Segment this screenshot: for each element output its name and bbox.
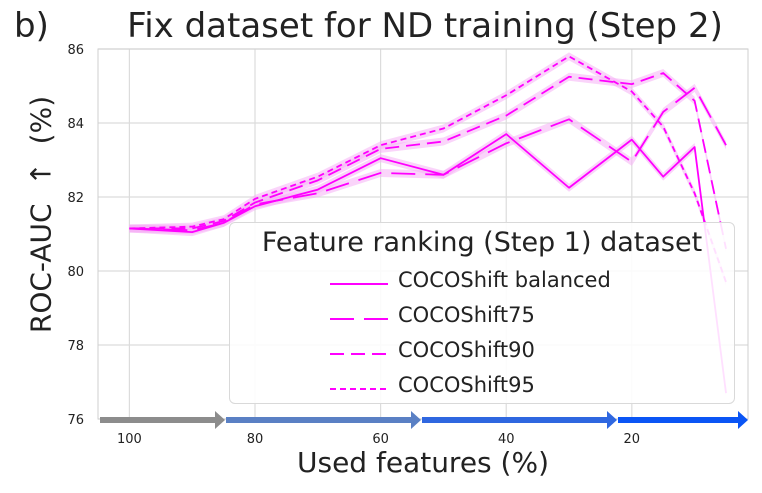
legend-swatch-longdash xyxy=(330,318,388,320)
arrow-head-1 xyxy=(411,411,421,429)
x-tick-label: 40 xyxy=(498,432,515,447)
legend-swatch-solid xyxy=(330,283,388,285)
confidence-band-1 xyxy=(129,83,727,235)
x-axis-label: Used features (%) xyxy=(296,446,549,479)
series-line-1 xyxy=(129,86,727,232)
y-tick-label: 78 xyxy=(67,339,84,354)
legend-label: COCOShift balanced xyxy=(398,268,611,292)
legend-swatch-shortdash xyxy=(330,388,388,390)
legend-swatch-dash xyxy=(330,353,388,355)
legend-label: COCOShift95 xyxy=(398,373,535,397)
arrow-head-2 xyxy=(607,411,617,429)
tick-labels: 100 80 60 40 20 76 78 80 82 84 86 xyxy=(67,43,640,447)
chart-title: Fix dataset for ND training (Step 2) xyxy=(127,6,723,46)
legend-label: COCOShift90 xyxy=(398,338,535,362)
y-tick-label: 82 xyxy=(67,191,84,206)
y-axis-label: ROC-AUC ↑ (%) xyxy=(24,95,58,334)
feature-progress-arrows xyxy=(100,411,748,429)
y-tick-label: 86 xyxy=(67,43,84,58)
x-tick-label: 80 xyxy=(247,432,264,447)
y-tick-label: 84 xyxy=(67,117,84,132)
arrow-head-0 xyxy=(215,411,225,429)
series-lines xyxy=(129,55,727,394)
x-tick-label: 60 xyxy=(372,432,389,447)
panel-label: b) xyxy=(14,6,49,46)
confidence-bands xyxy=(129,52,727,398)
x-tick-label: 20 xyxy=(624,432,641,447)
legend-title: Feature ranking (Step 1) dataset xyxy=(261,227,703,258)
y-tick-label: 76 xyxy=(67,413,84,428)
arrow-head-3 xyxy=(738,411,748,429)
x-tick-label: 100 xyxy=(117,432,142,447)
legend-label: COCOShift75 xyxy=(398,303,535,327)
legend: Feature ranking (Step 1) dataset COCOShi… xyxy=(229,222,735,404)
y-tick-label: 80 xyxy=(67,265,84,280)
